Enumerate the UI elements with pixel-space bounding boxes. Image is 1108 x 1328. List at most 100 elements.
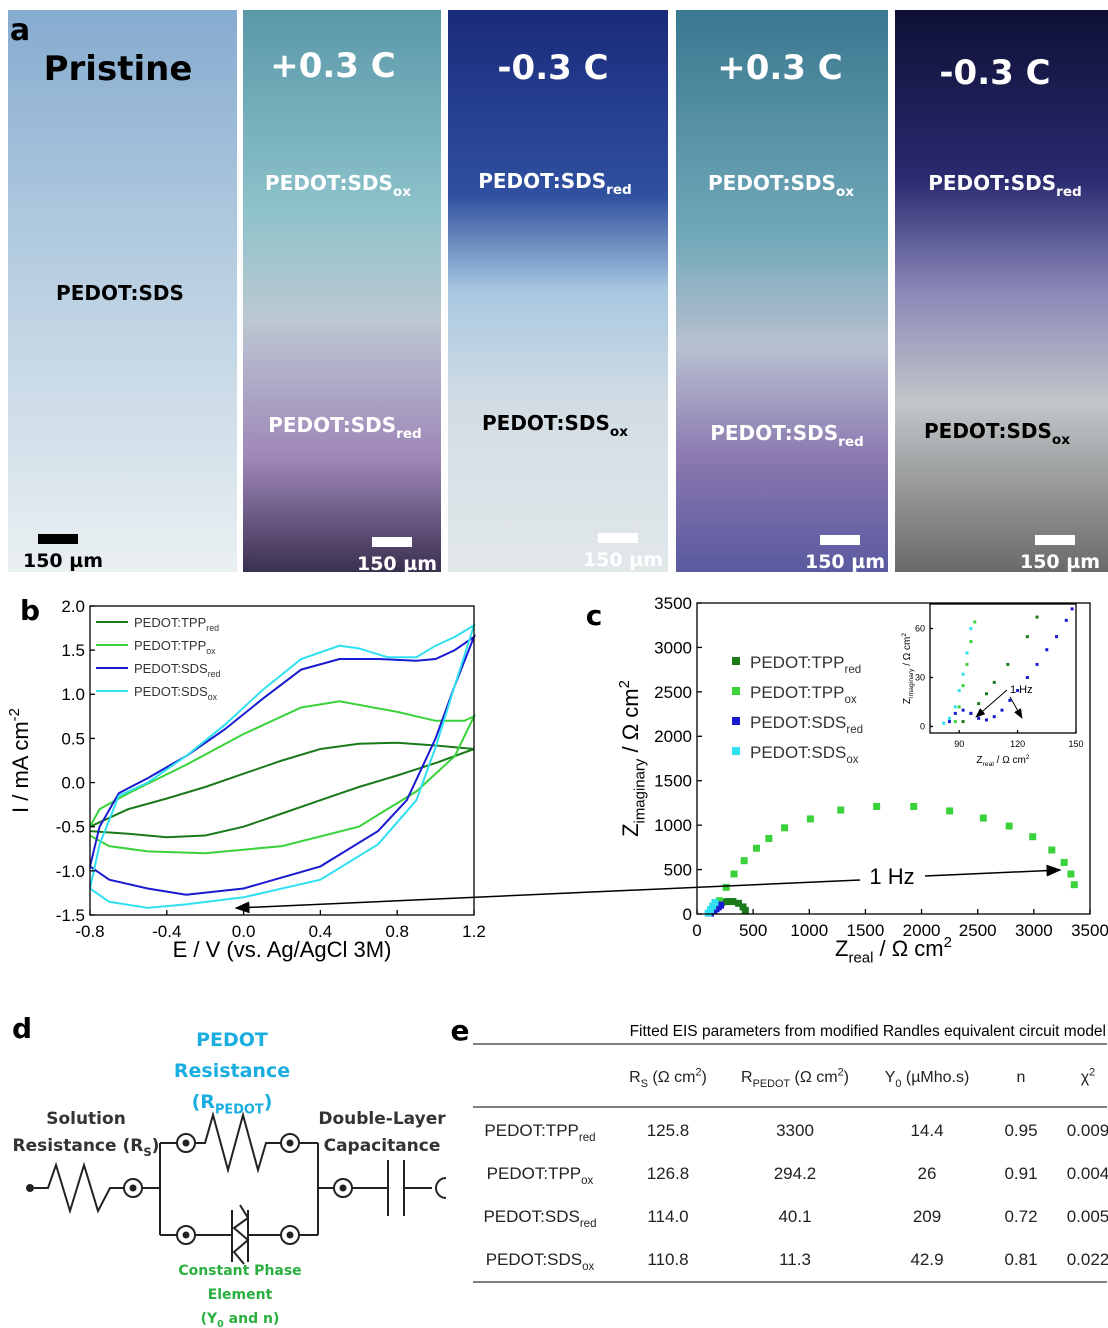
data-point bbox=[969, 626, 973, 630]
scale-label: 150 µm bbox=[23, 550, 103, 572]
x-tick-label: 2000 bbox=[903, 921, 941, 940]
table-cell: 3300 bbox=[776, 1121, 814, 1140]
text-part: PEDOT:TPP bbox=[750, 683, 844, 702]
y-tick-label: 0 bbox=[920, 722, 925, 732]
scale-bar bbox=[820, 535, 860, 545]
data-point bbox=[942, 721, 946, 725]
y-axis-label: Zimaginary / Ω cm2 bbox=[616, 680, 648, 837]
data-point bbox=[979, 814, 987, 822]
table-cell: 294.2 bbox=[774, 1164, 817, 1183]
panel-title: +0.3 C bbox=[270, 46, 396, 86]
text-part: red bbox=[846, 724, 863, 736]
x-tick-label: -0.8 bbox=[75, 922, 104, 941]
data-point bbox=[953, 711, 957, 715]
text-part: R bbox=[629, 1069, 641, 1086]
micrograph bbox=[676, 10, 888, 572]
text-part: ox bbox=[846, 754, 858, 766]
panel-label: a bbox=[10, 13, 30, 48]
scale-bar bbox=[38, 534, 78, 544]
x-tick-label: 120 bbox=[1010, 739, 1025, 749]
data-point bbox=[1008, 698, 1012, 702]
text-part: Element bbox=[208, 1287, 273, 1303]
data-point bbox=[984, 718, 988, 722]
text-part: PEDOT:SDS bbox=[750, 713, 846, 732]
panel-label: c bbox=[586, 599, 603, 632]
region-label: PEDOT:SDSred bbox=[710, 421, 864, 450]
text-part: and n) bbox=[224, 1311, 280, 1327]
text-part: Double-Layer bbox=[318, 1109, 446, 1129]
text-part: PEDOT:SDS bbox=[134, 661, 208, 676]
table-header: χ2 bbox=[1081, 1067, 1095, 1086]
text-part: ) bbox=[844, 1069, 849, 1086]
y-tick-label: -0.5 bbox=[56, 818, 85, 837]
table-cell: 0.004 bbox=[1067, 1164, 1108, 1183]
panel-title: -0.3 C bbox=[939, 53, 1050, 93]
x-tick-label: -0.4 bbox=[152, 922, 181, 941]
y-tick-label: 1.0 bbox=[61, 685, 85, 704]
micrograph bbox=[243, 10, 441, 572]
text-part: Z bbox=[618, 823, 643, 836]
text-part: ox bbox=[844, 694, 856, 706]
x-tick-label: 500 bbox=[739, 921, 767, 940]
panel-title: -0.3 C bbox=[497, 48, 608, 88]
data-point bbox=[947, 720, 951, 724]
text-part: red bbox=[206, 623, 219, 633]
text-part: PEDOT:SDS bbox=[134, 684, 208, 699]
plot-frame bbox=[929, 603, 1077, 734]
table-cell: 0.009 bbox=[1067, 1121, 1108, 1140]
legend-entry: PEDOT:TPPox bbox=[134, 638, 216, 656]
table-cell: PEDOT:SDSox bbox=[486, 1250, 595, 1273]
data-point bbox=[1025, 635, 1029, 639]
y-tick-label: 1.5 bbox=[61, 641, 85, 660]
data-point bbox=[977, 716, 981, 720]
text-part: PEDOT:SDS bbox=[928, 171, 1056, 195]
x-axis-label: Zreal / Ω cm2 bbox=[835, 934, 952, 966]
circuit-label: Solution bbox=[46, 1109, 126, 1129]
micrograph bbox=[895, 10, 1108, 572]
data-point bbox=[984, 692, 988, 696]
panel-title: +0.3 C bbox=[717, 48, 843, 88]
data-point bbox=[969, 711, 973, 715]
text-part: Capacitance bbox=[324, 1136, 441, 1156]
data-point bbox=[1067, 870, 1075, 878]
scale-label: 150 µm bbox=[357, 553, 437, 575]
data-point bbox=[1048, 846, 1056, 854]
micrograph bbox=[8, 10, 237, 572]
data-point bbox=[711, 898, 719, 906]
y-tick-label: 500 bbox=[664, 861, 692, 880]
x-tick-label: 90 bbox=[954, 739, 964, 749]
panel-title: Pristine bbox=[44, 49, 193, 89]
circuit bbox=[26, 1111, 447, 1265]
data-point bbox=[1060, 858, 1068, 866]
text-part: red bbox=[1056, 184, 1082, 200]
region-label: PEDOT:SDSox bbox=[924, 419, 1070, 448]
data-point bbox=[753, 844, 761, 852]
text-part: ox bbox=[582, 1261, 594, 1273]
data-point bbox=[947, 716, 951, 720]
table-cell: 0.005 bbox=[1067, 1207, 1108, 1226]
text-part: imaginary bbox=[908, 668, 915, 698]
text-part: / Ω cm bbox=[618, 688, 643, 758]
text-part: ox bbox=[206, 646, 216, 656]
plot-frame bbox=[89, 605, 475, 916]
text-part: PEDOT:TPP bbox=[750, 653, 844, 672]
scale-bar bbox=[598, 533, 638, 543]
text-part: red bbox=[838, 434, 864, 450]
y-tick-label: 0.0 bbox=[61, 774, 85, 793]
y-tick-label: 2500 bbox=[654, 683, 692, 702]
table-header: RS (Ω cm2) bbox=[629, 1067, 707, 1090]
table-cell: 11.3 bbox=[779, 1250, 811, 1269]
text-part: PEDOT bbox=[215, 1103, 264, 1118]
legend-swatch bbox=[732, 717, 740, 725]
data-point bbox=[722, 883, 730, 891]
text-part: PEDOT:SDS bbox=[483, 1207, 579, 1226]
cv-curve bbox=[89, 623, 476, 909]
y-tick-label: -1.0 bbox=[56, 862, 85, 881]
plot-frame bbox=[696, 602, 1091, 915]
data-point bbox=[1016, 689, 1020, 693]
text-part: PEDOT:SDS bbox=[265, 171, 393, 195]
scale-label: 150 µm bbox=[583, 549, 663, 571]
y-axis-label: I / mA cm-2 bbox=[6, 708, 33, 813]
text-part: 2 bbox=[901, 633, 908, 637]
legend-entry: PEDOT:SDSox bbox=[750, 743, 859, 766]
